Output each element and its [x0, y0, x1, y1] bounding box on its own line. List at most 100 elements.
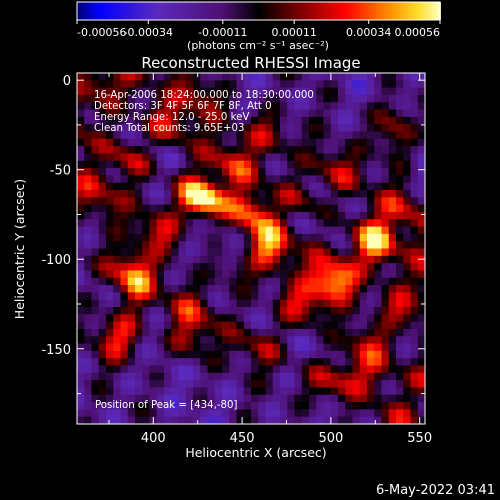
heatmap-cell — [330, 211, 339, 220]
heatmap-cell — [236, 394, 245, 403]
heatmap-cell — [396, 219, 404, 228]
heatmap-cell — [280, 336, 288, 345]
heatmap-cell — [185, 255, 194, 264]
heatmap-cell — [280, 387, 288, 396]
heatmap-cell — [359, 153, 368, 162]
heatmap-cell — [236, 416, 245, 424]
heatmap-cell — [345, 204, 353, 213]
heatmap-cell — [214, 292, 223, 301]
heatmap-cell — [258, 248, 266, 257]
heatmap-cell — [106, 131, 114, 140]
heatmap-cell — [338, 285, 346, 293]
heatmap-cell — [345, 233, 353, 242]
heatmap-cell — [374, 321, 382, 330]
heatmap-cell — [352, 358, 361, 366]
heatmap-cell — [243, 175, 252, 184]
heatmap-cell — [222, 160, 230, 169]
heatmap-cell — [265, 226, 274, 235]
heatmap-cell — [403, 102, 411, 111]
heatmap-cell — [127, 87, 136, 96]
heatmap-cell — [381, 168, 390, 176]
heatmap-cell — [396, 109, 404, 118]
heatmap-cell — [214, 116, 223, 125]
heatmap-cell — [251, 292, 259, 301]
heatmap-cell — [330, 299, 339, 308]
heatmap-cell — [301, 182, 310, 191]
heatmap-cell — [338, 372, 346, 381]
heatmap-cell — [352, 160, 361, 169]
heatmap-cell — [120, 336, 129, 345]
colorbar-swatch — [99, 2, 102, 20]
heatmap-cell — [374, 292, 382, 301]
heatmap-cell — [84, 394, 92, 403]
heatmap-cell — [251, 299, 259, 308]
heatmap-cell — [374, 131, 382, 140]
heatmap-cell — [222, 226, 230, 235]
heatmap-cell — [222, 211, 230, 220]
heatmap-cell — [142, 365, 150, 374]
heatmap-cell — [185, 350, 194, 359]
colorbar-swatch — [249, 2, 253, 20]
heatmap-cell — [251, 124, 259, 132]
heatmap-cell — [352, 211, 361, 220]
heatmap-cell — [236, 372, 245, 381]
heatmap-cell — [265, 409, 274, 418]
heatmap-cell — [127, 102, 136, 111]
heatmap-cell — [396, 277, 404, 286]
heatmap-cell — [359, 248, 368, 257]
colorbar-swatch — [349, 2, 353, 20]
heatmap-cell — [251, 387, 259, 396]
heatmap-cell — [91, 116, 100, 125]
heatmap-cell — [171, 292, 179, 301]
heatmap-cell — [301, 73, 310, 81]
heatmap-cell — [98, 263, 107, 271]
heatmap-cell — [280, 409, 288, 418]
heatmap-cell — [403, 233, 411, 242]
heatmap-cell — [374, 233, 382, 242]
heatmap-cell — [149, 248, 158, 257]
heatmap-cell — [338, 336, 346, 345]
heatmap-cell — [185, 402, 194, 410]
heatmap-cell — [193, 73, 201, 81]
heatmap-cell — [84, 416, 92, 424]
heatmap-cell — [381, 277, 390, 286]
heatmap-cell — [113, 402, 121, 410]
heatmap-cell — [287, 219, 295, 228]
heatmap-cell — [207, 358, 216, 366]
heatmap-cell — [149, 365, 158, 374]
colorbar-swatch — [147, 2, 151, 20]
heatmap-cell — [135, 365, 143, 374]
heatmap-cell — [120, 365, 129, 374]
heatmap-cell — [287, 255, 295, 264]
heatmap-cell — [330, 204, 339, 213]
heatmap-cell — [323, 380, 332, 388]
heatmap-cell — [272, 211, 281, 220]
heatmap-cell — [84, 263, 92, 271]
colorbar-swatch — [225, 2, 229, 20]
heatmap-cell — [272, 263, 281, 271]
heatmap-cell — [352, 409, 361, 418]
heatmap-cell — [367, 285, 375, 293]
heatmap-cell — [113, 153, 121, 162]
heatmap-cell — [156, 116, 165, 125]
heatmap-cell — [84, 314, 92, 323]
heatmap-cell — [410, 197, 419, 206]
colorbar-swatch — [391, 2, 395, 20]
heatmap-cell — [229, 233, 237, 242]
heatmap-cell — [185, 190, 194, 198]
heatmap-cell — [207, 248, 216, 257]
heatmap-cell — [98, 182, 107, 191]
heatmap-cell — [359, 380, 368, 388]
heatmap-cell — [345, 277, 353, 286]
heatmap-cell — [330, 233, 339, 242]
heatmap-cell — [178, 285, 187, 293]
heatmap-cell — [294, 292, 303, 301]
heatmap-cell — [258, 160, 266, 169]
heatmap-cell — [301, 358, 310, 366]
heatmap-cell — [156, 387, 165, 396]
heatmap-cell — [258, 102, 266, 111]
heatmap-cell — [135, 416, 143, 424]
heatmap-cell — [77, 307, 85, 315]
heatmap-cell — [156, 80, 165, 89]
heatmap-cell — [265, 292, 274, 301]
